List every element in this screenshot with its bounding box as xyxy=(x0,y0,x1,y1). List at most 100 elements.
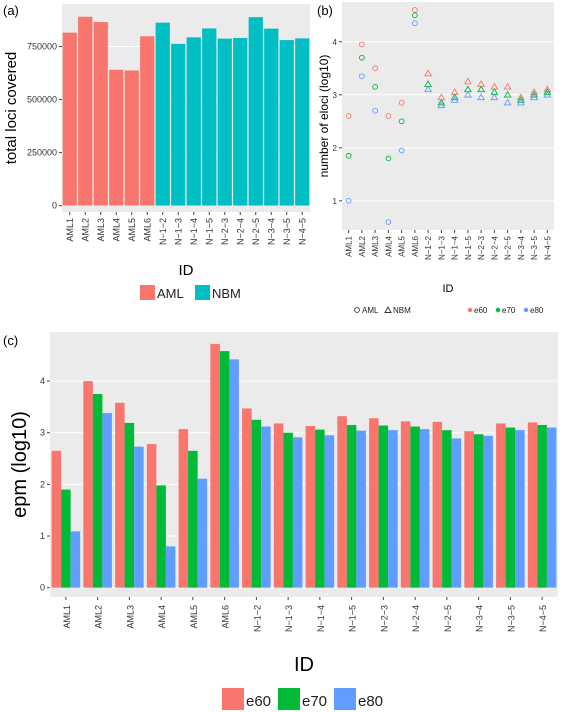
bar-e80-AML4 xyxy=(165,546,176,588)
x-tick-label: AML6 xyxy=(142,218,152,242)
x-tick-label: N−2−3 xyxy=(477,235,486,260)
x-tick-label: AML1 xyxy=(62,605,72,629)
point-e80-N−4−5 xyxy=(543,90,552,98)
point-e70-AML5 xyxy=(398,118,405,125)
x-tick-label: N−1−4 xyxy=(316,605,326,632)
x-tick-label: N−1−2 xyxy=(158,218,168,245)
x-tick-label: AML3 xyxy=(125,605,135,629)
point-e80-N−2−3 xyxy=(477,93,486,101)
bar-AML3 xyxy=(93,22,108,206)
bar-e70-AML3 xyxy=(124,422,135,588)
legend-shape-circle xyxy=(354,307,360,313)
legend-label-e70: e70 xyxy=(502,306,516,315)
bar-e80-AML1 xyxy=(70,531,81,588)
legend-swatch-NBM xyxy=(195,285,210,300)
panel-a-tag: (a) xyxy=(3,3,19,18)
x-tick-label: N−2−3 xyxy=(379,605,389,632)
point-e70-N−2−5 xyxy=(503,90,512,98)
point-e80-N−2−4 xyxy=(490,93,499,101)
point-e80-AML4 xyxy=(385,219,392,225)
x-tick-label: N−4−5 xyxy=(543,235,552,260)
legend-swatch-AML xyxy=(140,285,155,300)
x-tick-label: N−1−3 xyxy=(437,235,446,260)
y-tick-label: 1 xyxy=(333,197,338,206)
bar-e80-N−4−5 xyxy=(546,427,557,588)
bar-e60-AML1 xyxy=(51,450,62,588)
bar-e60-AML5 xyxy=(178,429,189,588)
x-tick-label: N−1−3 xyxy=(284,605,294,632)
bar-AML1 xyxy=(62,32,77,206)
point-e80-AML2 xyxy=(359,73,365,80)
x-tick-label: AML5 xyxy=(398,235,407,256)
point-e60-N−1−2 xyxy=(424,69,433,77)
panel-b-tag: (b) xyxy=(317,3,333,18)
legend-dot-e70 xyxy=(495,307,501,313)
x-tick-label: AML4 xyxy=(384,235,393,256)
bar-e80-AML2 xyxy=(102,413,112,588)
legend-swatch-e70 xyxy=(278,688,300,710)
x-tick-label: N−2−4 xyxy=(411,605,421,632)
bar-e60-N−1−3 xyxy=(273,423,284,588)
bar-e60-N−2−5 xyxy=(432,421,443,588)
bar-AML4 xyxy=(109,69,124,206)
bar-e60-N−3−4 xyxy=(464,431,474,588)
x-tick-label: AML3 xyxy=(371,235,380,256)
y-tick-label: 2 xyxy=(333,144,338,153)
point-e80-N−2−5 xyxy=(503,98,512,106)
bar-e80-N−1−2 xyxy=(261,426,271,588)
x-tick-label: N−1−2 xyxy=(424,235,433,260)
point-e70-AML1 xyxy=(345,152,352,159)
bar-e70-AML1 xyxy=(61,489,71,588)
point-e60-AML4 xyxy=(385,113,392,119)
y-tick-label: 750000 xyxy=(27,41,57,51)
point-e80-N−1−5 xyxy=(463,90,472,98)
x-tick-label: N−2−5 xyxy=(251,218,261,245)
point-e70-AML2 xyxy=(359,54,365,61)
bar-e80-AML3 xyxy=(134,446,144,588)
x-tick-label: N−2−4 xyxy=(235,218,245,245)
bar-e60-AML6 xyxy=(210,343,220,588)
bar-e60-N−2−4 xyxy=(400,421,411,588)
bar-AML6 xyxy=(140,36,155,206)
x-tick-label: AML5 xyxy=(127,218,137,242)
point-e60-AML1 xyxy=(345,113,352,119)
x-tick-label: AML2 xyxy=(358,235,367,256)
x-tick-label: N−3−4 xyxy=(266,218,276,245)
x-tick-label: AML4 xyxy=(157,605,167,629)
bar-e80-N−2−3 xyxy=(388,430,398,588)
x-tick-label: N−1−5 xyxy=(464,235,473,260)
bar-e80-AML6 xyxy=(229,359,239,588)
x-tick-label: AML1 xyxy=(65,218,75,242)
x-tick-label: N−1−2 xyxy=(252,605,262,632)
bar-e70-N−2−5 xyxy=(442,430,452,588)
x-tick-label: N−2−5 xyxy=(443,605,453,632)
point-e80-AML5 xyxy=(398,147,405,154)
bar-e60-N−1−2 xyxy=(242,408,252,588)
bar-e80-N−3−5 xyxy=(515,430,525,588)
legend-shape-triangle xyxy=(384,306,392,313)
panel-c-chart: 0 1 2 3 4 AML1 AML2 AML3 AML4 AML5 AML6 N−1−2 N−1−3 N… xyxy=(9,332,558,710)
y-tick-label: 1 xyxy=(40,531,45,541)
y-tick-label: 0 xyxy=(40,583,45,593)
bar-e60-N−2−3 xyxy=(369,418,379,588)
legend-swatch-e60 xyxy=(222,688,244,710)
legend-label-e80: e80 xyxy=(530,306,544,315)
y-axis-title: number of eloci (log10) xyxy=(317,55,331,178)
bar-e60-N−1−5 xyxy=(337,416,347,588)
legend-dot-e80 xyxy=(523,307,529,313)
bar-AML5 xyxy=(124,70,139,206)
bar-e80-N−2−4 xyxy=(419,429,430,588)
x-tick-label: N−3−4 xyxy=(517,235,526,260)
bar-e80-N−3−4 xyxy=(483,435,493,588)
x-axis-title: ID xyxy=(443,283,454,295)
bar-e70-AML6 xyxy=(219,351,230,588)
bar-e70-N−1−3 xyxy=(283,432,293,588)
x-tick-label: N−4−5 xyxy=(538,605,548,632)
legend-label-e60: e60 xyxy=(246,693,271,710)
legend-label-AML: AML xyxy=(362,306,379,315)
y-axis-title: total loci covered xyxy=(3,52,20,165)
x-tick-label: N−1−4 xyxy=(189,218,199,245)
bar-e60-AML2 xyxy=(83,381,93,588)
point-e70-N−3−5 xyxy=(530,90,539,98)
bar-N−1−5 xyxy=(202,28,217,206)
